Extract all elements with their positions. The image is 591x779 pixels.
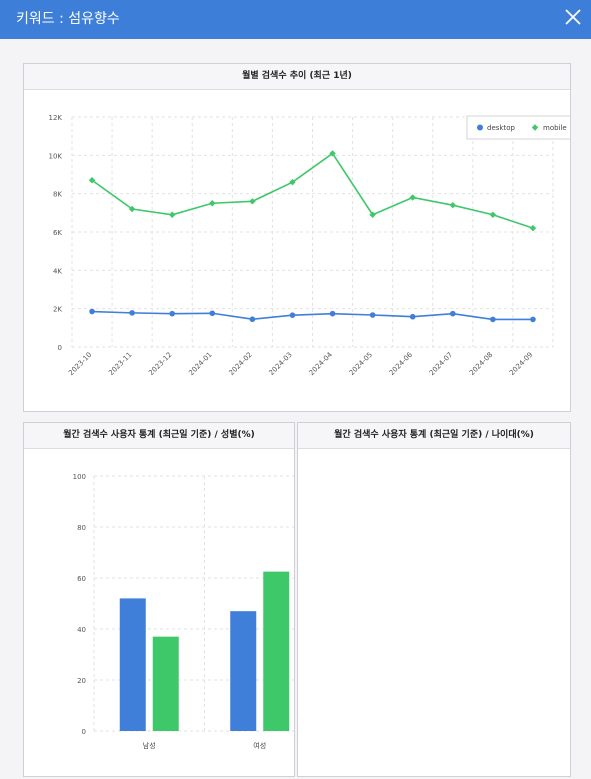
legend-desktop-marker <box>477 124 483 131</box>
bar-series-2 <box>152 636 179 731</box>
data-point-desktop <box>490 316 496 323</box>
x-tick-label: 2023-10 <box>67 351 93 377</box>
gender-chart-panel: 월간 검색수 사용자 통계 (최근일 기준) / 성별(%) 0 20 40 60 80… <box>23 422 295 777</box>
series-line-mobile <box>91 152 534 229</box>
close-icon[interactable] <box>565 9 581 25</box>
data-point-mobile <box>209 200 216 207</box>
data-point-desktop <box>289 312 296 318</box>
x-tick-label: 2024-03 <box>268 351 294 377</box>
series-line-desktop <box>92 310 533 321</box>
x-tick-label: 2024-06 <box>388 350 415 377</box>
gender-bar-chart: 0 20 40 60 80 100 남성 여성 <box>73 473 294 750</box>
y-tick-label: 0 <box>82 728 86 736</box>
modal-header: 키워드 : 섬유향수 <box>0 0 591 39</box>
legend-mobile-label: mobile <box>543 124 567 132</box>
x-tick-label: 2024-01 <box>187 351 213 377</box>
y-tick-label: 12K <box>49 114 63 122</box>
bar-series-1 <box>230 611 257 731</box>
data-point-desktop <box>249 316 256 323</box>
age-bar-chart: 0204060801000~1213~1920~2425~2930~3940~4… <box>298 449 570 778</box>
y-tick-label: 40 <box>77 626 86 634</box>
data-point-mobile <box>449 201 456 209</box>
y-tick-label: 0 <box>58 344 62 352</box>
x-tick-label: 2023-11 <box>107 351 133 377</box>
x-tick-label: 2024-08 <box>468 351 494 377</box>
y-tick-label: 8K <box>53 191 62 199</box>
y-tick-label: 60 <box>77 575 86 583</box>
bar-series-2 <box>263 571 290 731</box>
x-tick-label: 2024-07 <box>428 351 454 377</box>
y-tick-label: 10K <box>49 152 63 160</box>
data-point-mobile <box>409 194 416 201</box>
y-tick-label: 80 <box>77 524 86 532</box>
x-tick-label: 2024-09 <box>508 351 534 377</box>
data-point-mobile <box>489 211 497 218</box>
age-chart-panel: 월간 검색수 사용자 통계 (최근일 기준) / 나이대(%) 02040608… <box>297 422 571 777</box>
data-point-desktop <box>329 310 336 317</box>
data-point-desktop <box>89 308 95 315</box>
data-point-desktop <box>209 310 216 317</box>
y-tick-label: 2K <box>53 306 62 314</box>
data-point-mobile <box>249 198 256 205</box>
legend-mobile-marker <box>531 124 539 131</box>
y-tick-label: 4K <box>53 267 62 275</box>
y-tick-label: 20 <box>77 677 86 685</box>
x-tick-label: 2024-04 <box>308 350 335 377</box>
gender-chart-title: 월간 검색수 사용자 통계 (최근일 기준) / 성별(%) <box>24 423 294 449</box>
x-tick-label: 2024-05 <box>348 351 374 377</box>
legend-desktop-label: desktop <box>487 124 515 132</box>
data-point-desktop <box>129 310 135 316</box>
x-tick-label: 2024-02 <box>227 351 253 377</box>
data-point-mobile <box>529 224 537 232</box>
data-point-desktop <box>530 316 536 323</box>
age-chart-title: 월간 검색수 사용자 통계 (최근일 기준) / 나이대(%) <box>298 423 570 449</box>
trend-line-chart: 0 2K 4K 6K 8K 10K 12K 2023-10 2023-11 2023-12 2024… <box>49 114 570 377</box>
trend-chart-panel: 월별 검색수 추이 (최근 1년) 0 2K 4K 6K 8K 10K 12K 2023-10… <box>23 63 571 412</box>
data-point-mobile <box>329 150 336 157</box>
y-tick-label: 6K <box>53 229 62 237</box>
data-point-mobile <box>289 178 296 186</box>
trend-chart-title: 월별 검색수 추이 (최근 1년) <box>24 64 570 90</box>
bar-series-1 <box>119 598 146 731</box>
y-tick-label: 100 <box>73 473 86 481</box>
data-point-desktop <box>169 310 176 317</box>
x-tick-label: 남성 <box>143 741 156 750</box>
legend-box <box>466 115 570 140</box>
x-tick-label: 여성 <box>253 741 266 750</box>
data-point-desktop <box>409 313 416 320</box>
modal-title: 키워드 : 섬유향수 <box>16 11 120 27</box>
x-tick-label: 2023-12 <box>147 351 173 377</box>
data-point-desktop <box>369 312 376 318</box>
data-point-mobile <box>169 211 176 218</box>
data-point-desktop <box>449 310 456 317</box>
